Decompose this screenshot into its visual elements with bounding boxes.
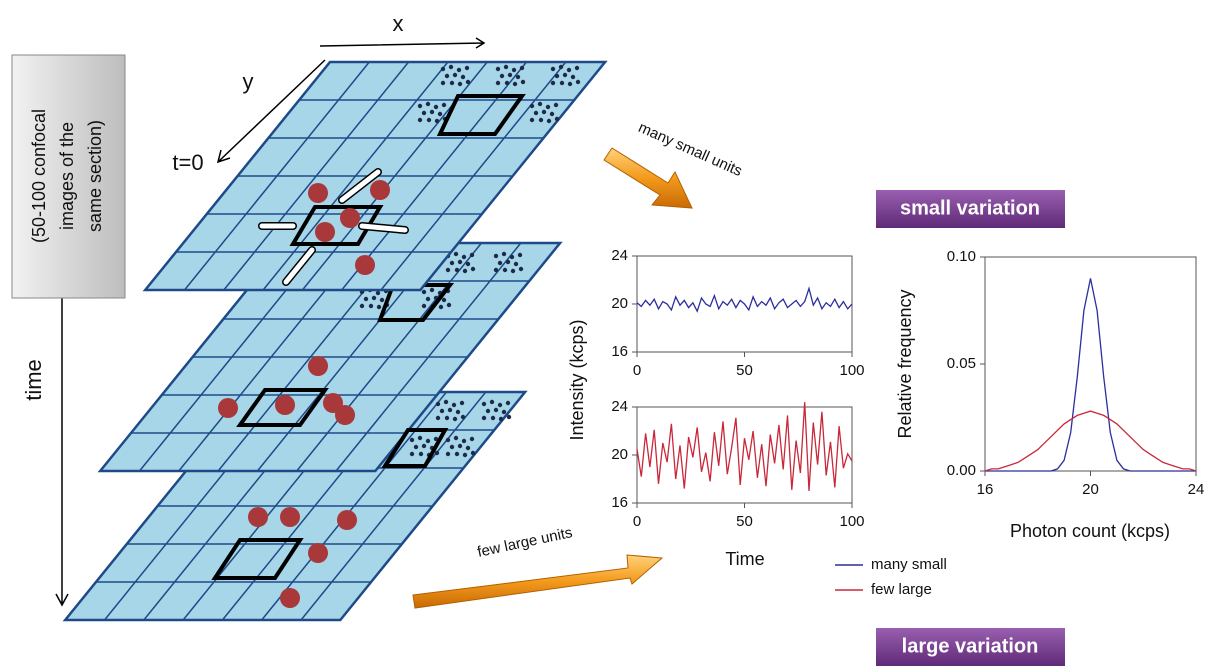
- y-tick-label: 20: [611, 295, 628, 312]
- legend-label: few large: [871, 581, 932, 598]
- y-axis-title: Relative frequency: [895, 289, 915, 438]
- x-tick-label: 0: [633, 513, 641, 530]
- stack-note: (50-100 confocal images of the same sect…: [29, 109, 105, 243]
- y-tick-label: 24: [611, 247, 628, 264]
- y-tick-label: 0.00: [947, 462, 976, 479]
- x-tick-label: 20: [1082, 481, 1099, 498]
- badge-top: [876, 190, 1065, 228]
- y-tick-label: 16: [611, 494, 628, 511]
- badge-top-text: small variation: [900, 197, 1040, 219]
- plane-top: [145, 62, 605, 290]
- y-tick-label: 0.05: [947, 355, 976, 372]
- axis-arrows: [55, 37, 486, 607]
- y-tick-label: 16: [611, 343, 628, 360]
- plot-frame: [636, 406, 853, 504]
- x-axis-label: x: [393, 11, 404, 36]
- badge-bottom-text: large variation: [902, 635, 1039, 657]
- stack-note-line: (50-100 confocal: [29, 109, 49, 243]
- y-tick-label: 20: [611, 446, 628, 463]
- x-tick-label: 50: [736, 513, 753, 530]
- data-line: [636, 402, 853, 492]
- arrow-top-label: many small units: [636, 119, 745, 180]
- y-axis-label: y: [243, 69, 254, 94]
- time-label: time: [21, 359, 46, 401]
- arrow-bottom-label: few large units: [476, 524, 574, 561]
- x-axis-title: Photon count (kcps): [1010, 521, 1170, 541]
- y-tick-label: 0.10: [947, 248, 976, 265]
- data-line: [985, 278, 1196, 472]
- stack-note-line: images of the: [57, 122, 77, 230]
- data-line: [984, 410, 1197, 472]
- plane-middle: [100, 243, 560, 471]
- x-tick-label: 100: [839, 513, 864, 530]
- legend-label: many small: [871, 556, 947, 573]
- y-tick-label: 24: [611, 398, 628, 415]
- stack-note-box: [11, 54, 126, 299]
- x-tick-label: 100: [839, 362, 864, 379]
- x-tick-label: 16: [977, 481, 994, 498]
- plane-bottom: [65, 392, 525, 620]
- x-tick-label: 0: [633, 362, 641, 379]
- stack-note-line: same section): [85, 120, 105, 232]
- x-axis-title: Time: [725, 549, 764, 569]
- y-axis-title: Intensity (kcps): [567, 319, 587, 440]
- t0-label: t=0: [172, 150, 203, 175]
- data-line: [636, 286, 853, 313]
- arrow-bottom: [412, 554, 664, 609]
- x-tick-label: 24: [1188, 481, 1205, 498]
- x-tick-label: 50: [736, 362, 753, 379]
- badge-bottom: [876, 628, 1065, 666]
- arrow-top: [603, 147, 693, 209]
- plot-frame: [984, 256, 1197, 472]
